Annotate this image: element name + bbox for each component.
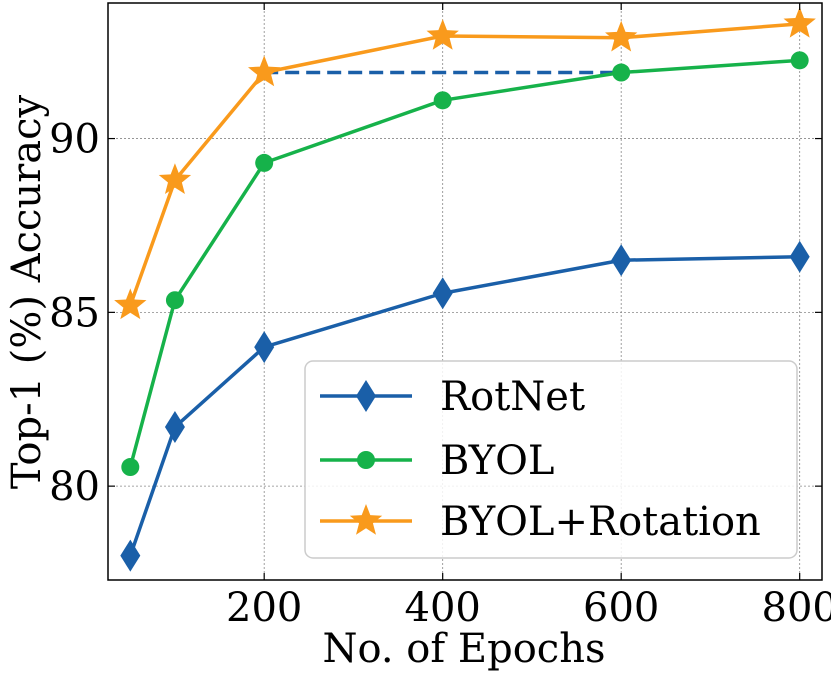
accuracy-line-chart: 200 400 600 800 80 85 90 No. of Epochs Top-1 (…	[0, 0, 831, 675]
data-point-byol	[166, 291, 184, 309]
data-point-byol	[121, 458, 139, 476]
data-point-byol-rotation	[114, 288, 146, 319]
y-tick-label: 90	[49, 117, 100, 163]
data-point-rotnet	[611, 244, 631, 276]
legend-label-rotnet: RotNet	[440, 374, 585, 420]
x-axis-label: No. of Epochs	[323, 626, 606, 672]
data-point-byol-rotation	[427, 19, 459, 50]
data-point-rotnet	[254, 331, 274, 363]
y-tick-label: 85	[49, 290, 100, 336]
data-point-rotnet	[433, 277, 453, 309]
x-tick-label: 800	[762, 585, 831, 631]
data-point-rotnet	[165, 411, 185, 443]
y-tick-label: 80	[49, 464, 100, 510]
x-tick-label: 400	[405, 585, 481, 631]
x-tick-label: 200	[226, 585, 302, 631]
data-point-rotnet	[790, 241, 810, 273]
data-point-byol	[255, 154, 273, 172]
data-point-byol-rotation	[605, 21, 637, 52]
data-point-byol	[791, 51, 809, 69]
data-point-byol	[434, 91, 452, 109]
legend-label-byol-rotation: BYOL+Rotation	[440, 499, 761, 545]
x-tick-label: 600	[583, 585, 659, 631]
legend-marker-byol	[357, 451, 375, 469]
legend: RotNet BYOL BYOL+Rotation	[305, 361, 797, 558]
series-byol-rotation	[114, 7, 816, 319]
legend-label-byol: BYOL	[440, 438, 554, 484]
y-axis-label: Top-1 (%) Accuracy	[4, 94, 50, 489]
data-point-byol	[612, 64, 630, 82]
data-point-byol-rotation	[248, 56, 280, 87]
data-point-rotnet	[120, 540, 140, 572]
